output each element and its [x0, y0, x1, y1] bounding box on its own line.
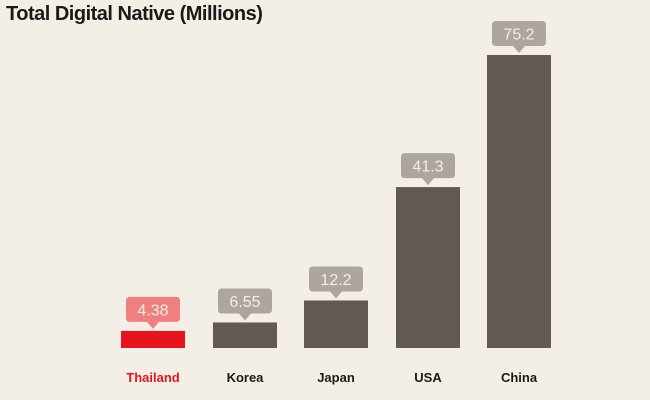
data-label-thailand: 4.38	[137, 302, 168, 319]
bar-korea	[213, 322, 277, 348]
value-callout-usa	[401, 153, 455, 186]
category-label-china: China	[501, 370, 538, 385]
value-callout-japan	[309, 266, 363, 299]
data-label-usa: 41.3	[412, 159, 443, 176]
category-label-usa: USA	[414, 370, 442, 385]
chart-title: Total Digital Native (Millions)	[6, 3, 263, 25]
value-callout-thailand	[126, 296, 180, 329]
category-label-thailand: Thailand	[126, 370, 180, 385]
data-label-korea: 6.55	[229, 294, 260, 311]
bar-usa	[396, 187, 460, 348]
value-callout-korea	[218, 288, 272, 321]
category-label-japan: Japan	[317, 370, 355, 385]
value-callout-china	[492, 21, 546, 53]
bar-thailand	[121, 330, 185, 348]
data-label-japan: 12.2	[320, 272, 351, 289]
category-label-korea: Korea	[227, 370, 265, 385]
bar-japan	[304, 300, 368, 348]
bar-china	[487, 55, 551, 348]
data-label-china: 75.2	[503, 27, 534, 44]
